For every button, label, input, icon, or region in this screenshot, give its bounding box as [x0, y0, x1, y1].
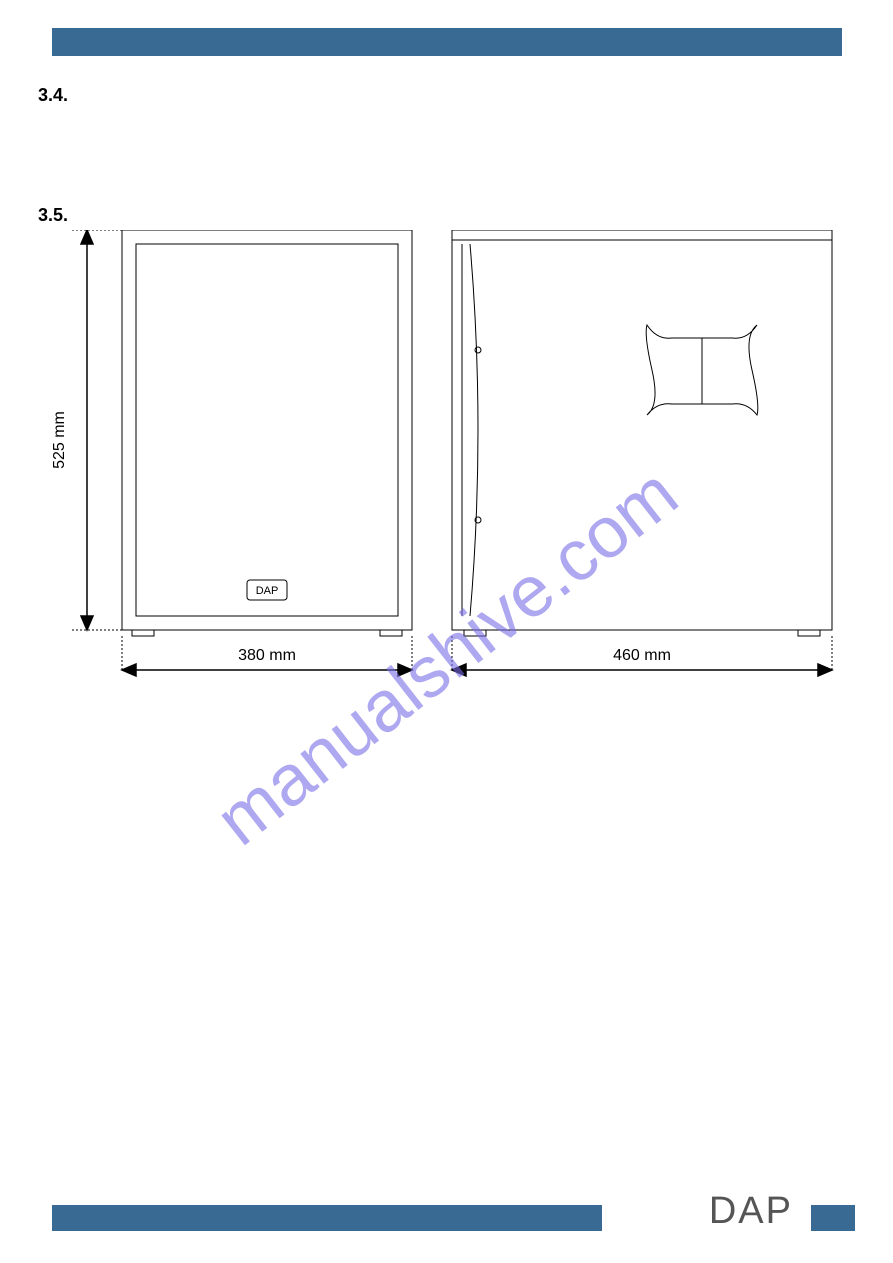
side-width-label: 460 mm	[613, 647, 671, 664]
height-label: 525 mm	[51, 411, 68, 469]
logo-text: DAP	[256, 585, 279, 597]
section-3-5-number: 3.5.	[38, 205, 68, 226]
dimensions-diagram: DAP 525 mm 380 mm 4	[32, 230, 862, 700]
header-bar	[52, 28, 842, 56]
footer-bar-right	[811, 1205, 855, 1231]
footer-logo: DAP	[709, 1190, 793, 1233]
section-3-4-number: 3.4.	[38, 85, 68, 106]
front-width-label: 380 mm	[238, 647, 296, 664]
footer-bar-left	[52, 1205, 602, 1231]
